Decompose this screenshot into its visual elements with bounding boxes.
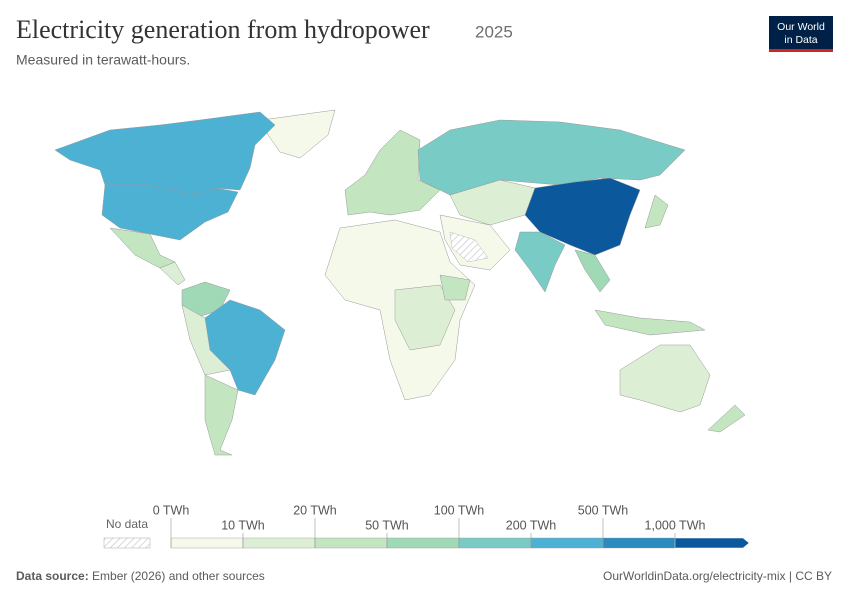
india[interactable] bbox=[514, 231, 566, 293]
legend-swatch bbox=[530, 537, 604, 549]
central-africa[interactable] bbox=[394, 284, 456, 351]
ethiopia[interactable] bbox=[439, 274, 471, 301]
legend-tick-label: 100 TWh bbox=[434, 503, 485, 517]
argentina-chile[interactable] bbox=[204, 374, 239, 456]
legend-tick-label: 50 TWh bbox=[365, 518, 409, 532]
legend-tick-label: 500 TWh bbox=[578, 503, 629, 517]
china[interactable] bbox=[524, 177, 641, 256]
no-data-label: No data bbox=[106, 517, 148, 531]
peru-bolivia[interactable] bbox=[181, 304, 231, 376]
southeast-asia[interactable] bbox=[574, 249, 611, 293]
logo-bar bbox=[769, 49, 833, 52]
legend-tick-label: 0 TWh bbox=[153, 503, 190, 517]
source-label: Data source: bbox=[16, 569, 89, 583]
legend: No data 0 TWh 10 TWh 20 TWh 50 TWh 100 TWh 20… bbox=[103, 503, 750, 549]
year: 2025 bbox=[475, 22, 513, 41]
legend-swatch bbox=[170, 537, 244, 549]
logo-text: Our World bbox=[777, 21, 825, 33]
legend-swatch bbox=[242, 537, 316, 549]
canada[interactable] bbox=[54, 111, 276, 196]
no-data-swatch bbox=[103, 537, 151, 549]
united-states[interactable] bbox=[101, 184, 239, 241]
japan[interactable] bbox=[644, 194, 669, 229]
greenland[interactable] bbox=[261, 109, 336, 159]
australia[interactable] bbox=[619, 344, 711, 413]
world-map bbox=[54, 109, 746, 456]
title: Electricity generation from hydropower bbox=[16, 15, 430, 44]
logo[interactable]: Our World in Data bbox=[769, 16, 833, 52]
legend-tick-label: 200 TWh bbox=[506, 518, 557, 532]
legend-swatch bbox=[386, 537, 460, 549]
legend-swatch bbox=[674, 537, 750, 549]
legend-tick-label: 10 TWh bbox=[221, 518, 265, 532]
legend-swatch bbox=[314, 537, 388, 549]
logo-text: in Data bbox=[784, 34, 817, 46]
legend-swatch bbox=[602, 537, 676, 549]
russia[interactable] bbox=[417, 119, 686, 196]
logo-box[interactable] bbox=[769, 16, 833, 50]
source-text: Ember (2026) and other sources bbox=[92, 569, 265, 583]
source: Data source: Ember (2026) and other sour… bbox=[16, 569, 265, 583]
new-zealand[interactable] bbox=[707, 404, 746, 433]
indonesia[interactable] bbox=[594, 309, 706, 336]
legend-swatch bbox=[458, 537, 532, 549]
europe[interactable] bbox=[344, 129, 441, 216]
central-america[interactable] bbox=[159, 261, 186, 286]
legend-tick-label: 20 TWh bbox=[293, 503, 337, 517]
no-data-region[interactable] bbox=[449, 231, 489, 263]
legend-tick-label: 1,000 TWh bbox=[645, 518, 706, 532]
subtitle: Measured in terawatt-hours. bbox=[16, 52, 190, 68]
link[interactable]: OurWorldinData.org/electricity-mix | CC … bbox=[603, 569, 832, 583]
